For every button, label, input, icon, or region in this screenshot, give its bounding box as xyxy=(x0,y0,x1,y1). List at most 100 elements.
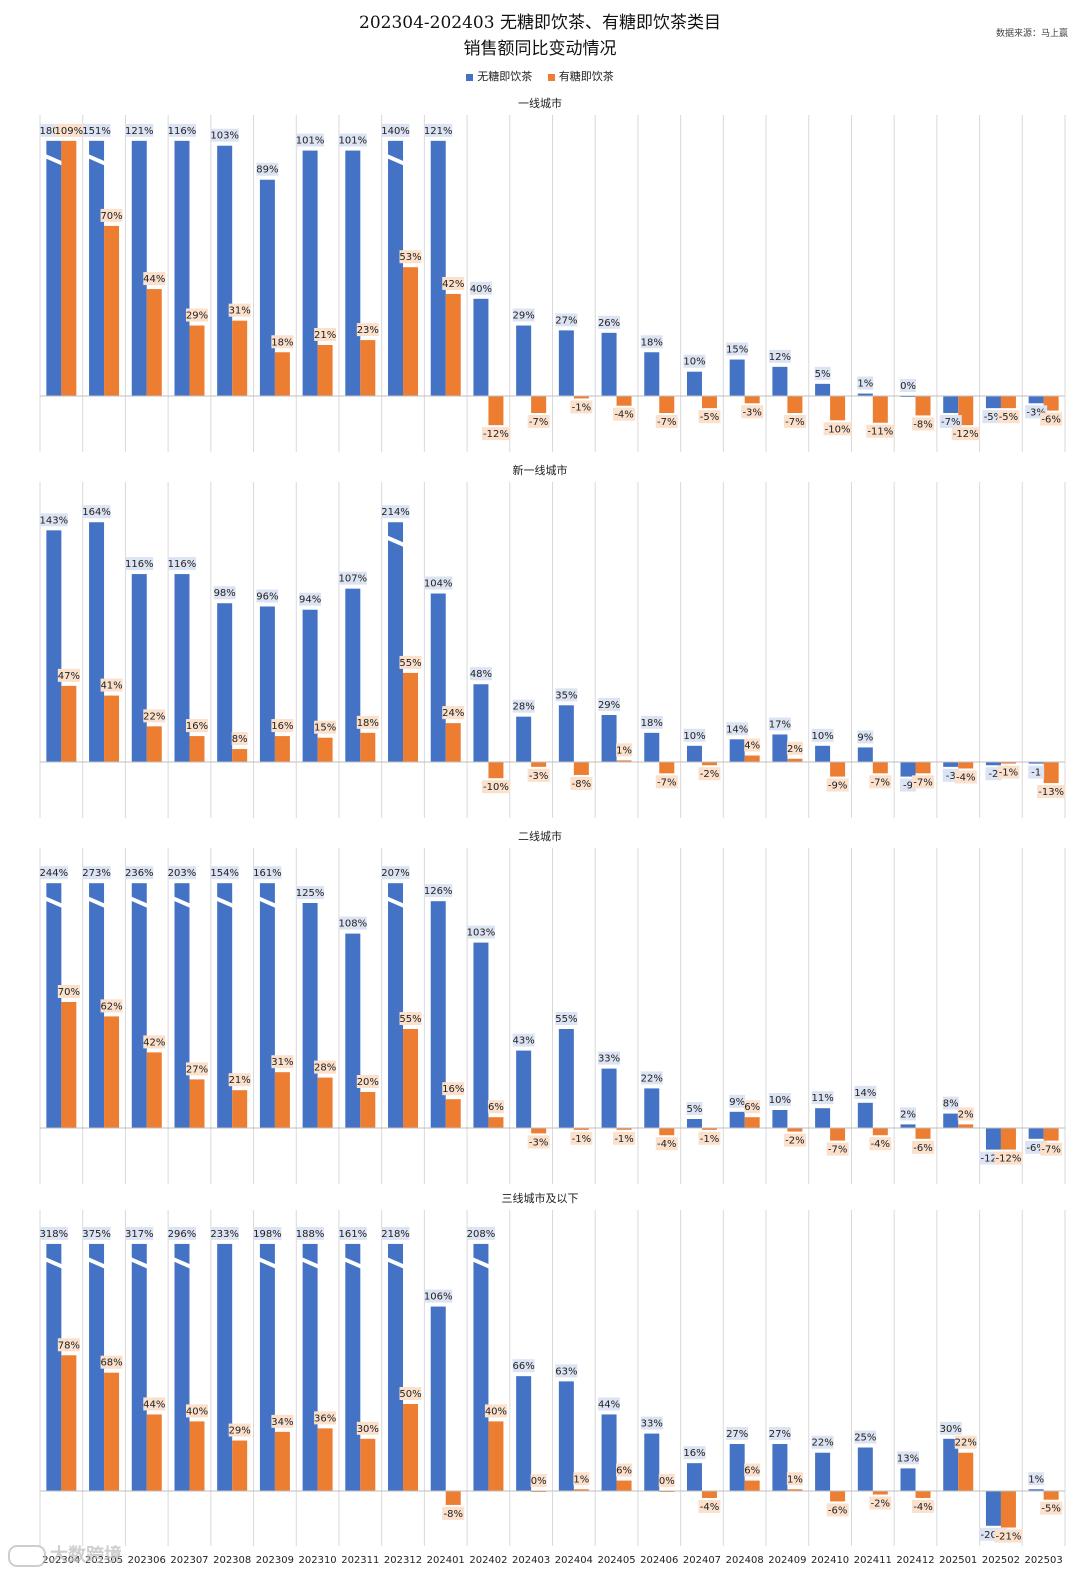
data-label-bg-blue xyxy=(381,1226,410,1240)
x-tick-label: 202502 xyxy=(982,1555,1020,1566)
watermark-text: 大数跨境 xyxy=(50,1545,122,1566)
data-label-bg-blue xyxy=(82,505,111,519)
data-label-sugared: -2% xyxy=(785,1136,804,1147)
bar-sugar-free xyxy=(644,1088,660,1128)
data-label-sugared: -7% xyxy=(657,417,676,428)
bar-sugared xyxy=(573,1489,589,1491)
bar-sugared xyxy=(189,1421,205,1491)
bar-sugar-free xyxy=(943,396,959,414)
bar-sugar-free xyxy=(1028,396,1044,404)
bar-sugar-free xyxy=(772,366,788,396)
bar-sugar-free xyxy=(815,745,831,762)
bar-sugar-free xyxy=(388,1243,404,1491)
bar-sugar-free xyxy=(473,684,489,762)
data-label-sugar-free: 180% xyxy=(40,126,69,137)
data-label-sugar-free: 27% xyxy=(726,1429,748,1440)
data-label-sugared: 53% xyxy=(399,252,421,263)
data-label-sugared: -7% xyxy=(913,777,932,788)
bar-sugar-free xyxy=(772,734,788,762)
x-tick-label: 202403 xyxy=(512,1555,550,1566)
data-label-bg-orange xyxy=(573,1472,590,1486)
data-label-bg-blue xyxy=(942,1096,959,1110)
bar-sugared xyxy=(61,140,77,396)
data-label-sugared: -6% xyxy=(913,1143,932,1154)
bar-sugared xyxy=(104,695,120,762)
data-label-bg-orange xyxy=(399,655,422,669)
bar-sugar-free xyxy=(46,883,62,1128)
bar-sugared xyxy=(830,762,846,777)
data-label-sugar-free: 10% xyxy=(811,731,833,742)
data-label-bg-orange xyxy=(869,775,892,789)
panel-title: 新一线城市 xyxy=(513,463,568,477)
data-label-sugar-free: -12% xyxy=(981,1154,1007,1165)
data-label-sugared: -1% xyxy=(572,1134,591,1145)
bar-sugar-free xyxy=(430,140,446,396)
data-label-sugar-free: 89% xyxy=(256,165,278,176)
x-tick-label: 202310 xyxy=(299,1555,337,1566)
data-label-bg-blue xyxy=(167,557,196,571)
bar-sugar-free xyxy=(388,140,404,396)
bar-sugared xyxy=(915,1128,931,1139)
x-tick-label: 202307 xyxy=(170,1555,208,1566)
data-label-bg-orange xyxy=(655,415,678,429)
data-label-bg-blue xyxy=(167,1226,196,1240)
bar-sugar-free xyxy=(729,1444,745,1491)
data-label-sugared: -2% xyxy=(700,769,719,780)
data-label-sugared: 40% xyxy=(485,1406,507,1417)
data-label-bg-orange xyxy=(698,1499,721,1513)
data-label-bg-orange xyxy=(826,1142,849,1156)
data-label-bg-blue xyxy=(900,379,917,392)
bar-sugared xyxy=(701,762,717,766)
bar-sugared xyxy=(616,760,632,762)
data-label-bg-orange xyxy=(698,1131,721,1145)
data-label-sugared: -1% xyxy=(572,402,591,413)
bar-sugared xyxy=(958,1452,974,1491)
data-label-bg-blue xyxy=(210,866,239,880)
legend: 无糖即饮茶 有糖即饮茶 xyxy=(0,68,1080,84)
data-label-bg-orange xyxy=(356,1421,379,1435)
x-tick-label: 202305 xyxy=(85,1555,123,1566)
data-label-sugar-free: 22% xyxy=(641,1073,663,1084)
panel-title: 二线城市 xyxy=(518,829,562,843)
data-label-bg-blue xyxy=(466,1226,495,1240)
data-label-bg-blue xyxy=(939,1421,962,1435)
data-label-bg-blue xyxy=(296,1226,325,1240)
watermark-logo-icon xyxy=(8,1545,46,1567)
data-label-bg-blue xyxy=(424,123,453,137)
data-label-bg-blue xyxy=(424,1289,453,1303)
data-label-bg-blue xyxy=(512,1033,535,1047)
data-label-bg-blue xyxy=(811,1091,834,1105)
bar-sugar-free xyxy=(943,762,959,767)
data-label-sugar-free: 5% xyxy=(687,1104,703,1115)
data-label-sugared: 109% xyxy=(55,126,84,137)
data-label-sugar-free: 108% xyxy=(339,919,368,930)
data-label-sugar-free: 318% xyxy=(40,1229,69,1240)
data-label-sugar-free: 12% xyxy=(769,352,791,363)
data-label-bg-orange xyxy=(954,770,977,784)
data-label-bg-orange xyxy=(54,123,83,137)
bar-sugared xyxy=(744,396,760,404)
data-label-bg-orange xyxy=(869,1137,892,1151)
data-label-bg-blue xyxy=(640,715,663,729)
data-label-sugar-free: 10% xyxy=(769,1095,791,1106)
bar-sugared xyxy=(61,1002,77,1128)
data-label-bg-blue xyxy=(125,123,154,137)
data-label-bg-orange xyxy=(530,1474,547,1487)
data-label-sugar-free: 244% xyxy=(40,868,69,879)
data-label-bg-blue xyxy=(640,1071,663,1085)
bar-sugared xyxy=(61,685,77,762)
data-label-bg-orange xyxy=(271,335,294,349)
bar-sugared xyxy=(659,396,675,414)
data-label-sugar-free: 16% xyxy=(683,1448,705,1459)
data-label-sugar-free: 164% xyxy=(82,507,111,518)
data-label-sugar-free: 29% xyxy=(598,700,620,711)
x-tick-label: 202408 xyxy=(726,1555,764,1566)
data-label-sugared: 22% xyxy=(143,711,165,722)
x-tick-label: 202405 xyxy=(597,1555,635,1566)
data-label-sugared: -4% xyxy=(871,1139,890,1150)
x-tick-label: 202503 xyxy=(1025,1555,1063,1566)
bar-sugar-free xyxy=(686,371,702,396)
data-label-bg-blue xyxy=(39,866,68,880)
data-label-bg-orange xyxy=(143,709,166,723)
data-label-bg-orange xyxy=(481,780,510,794)
